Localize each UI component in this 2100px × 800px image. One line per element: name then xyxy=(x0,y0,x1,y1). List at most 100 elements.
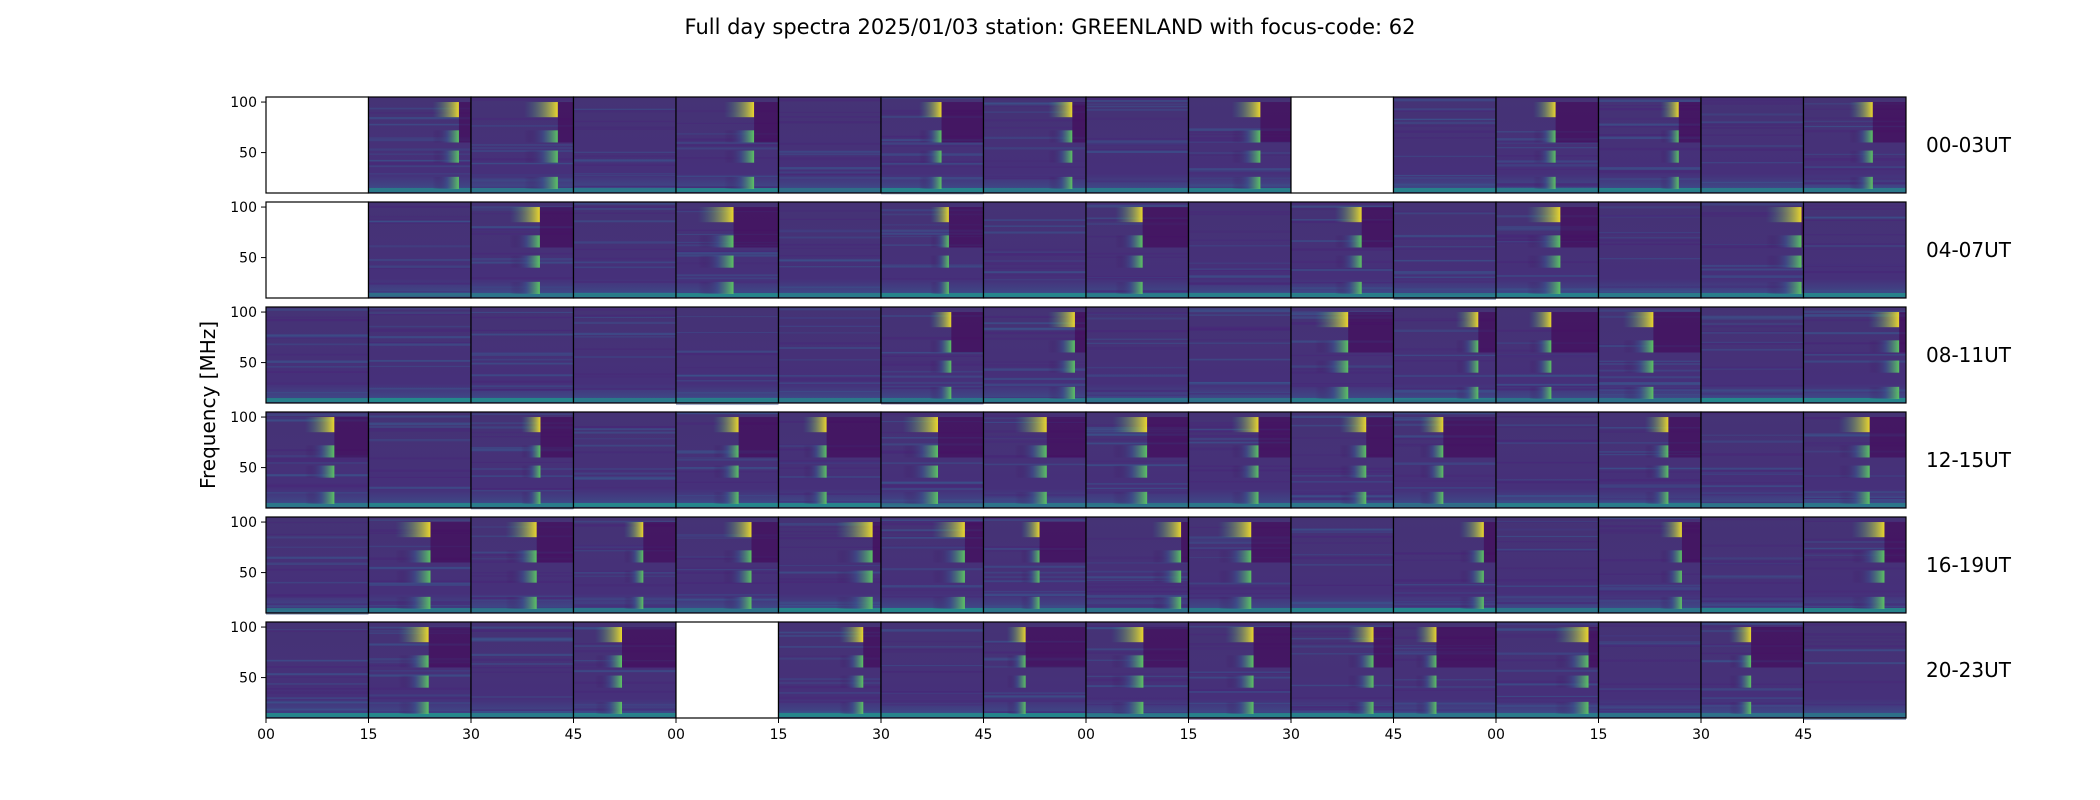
low-frequency-band xyxy=(1598,502,1701,507)
noise-stripe xyxy=(1496,548,1599,551)
burst-band xyxy=(1415,655,1437,668)
noise-stripe xyxy=(471,653,574,656)
noise-stripe xyxy=(1188,168,1291,171)
noise-stripe xyxy=(471,671,574,673)
burst-band xyxy=(835,522,873,538)
noise-stripe xyxy=(778,359,881,361)
noise-stripe xyxy=(1086,97,1189,100)
noise-stripe xyxy=(1086,140,1189,143)
spectrum-panel xyxy=(1802,516,1907,614)
noise-stripe xyxy=(1086,117,1189,121)
panel-background xyxy=(1086,307,1189,403)
noise-stripe xyxy=(1701,268,1804,271)
burst-band xyxy=(1419,417,1444,433)
noise-stripe xyxy=(778,526,881,528)
noise-stripe xyxy=(368,258,471,262)
noise-stripe xyxy=(266,603,369,606)
noise-stripe xyxy=(1598,442,1701,444)
noise-stripe xyxy=(1086,433,1189,436)
noise-stripe xyxy=(1496,354,1599,358)
noise-stripe xyxy=(573,451,676,454)
quiet-region xyxy=(733,207,779,248)
burst-band xyxy=(1225,701,1254,714)
noise-stripe xyxy=(471,117,574,121)
spectra-row xyxy=(265,621,1907,721)
noise-stripe xyxy=(983,711,1086,714)
burst-band xyxy=(803,445,827,458)
noise-stripe xyxy=(676,457,779,459)
noise-stripe xyxy=(471,663,574,665)
low-frequency-band xyxy=(778,292,881,297)
burst-band xyxy=(835,570,873,583)
noise-stripe xyxy=(1188,310,1291,313)
noise-stripe xyxy=(1803,352,1906,355)
noise-stripe xyxy=(1496,500,1599,503)
noise-stripe xyxy=(573,387,676,390)
burst-band xyxy=(1047,312,1075,328)
burst-band xyxy=(1623,360,1654,373)
noise-stripe xyxy=(573,426,676,429)
burst-band xyxy=(1533,102,1556,118)
burst-band xyxy=(1218,522,1252,538)
noise-stripe xyxy=(1393,109,1496,112)
noise-stripe xyxy=(778,150,881,152)
x-tick-label: 30 xyxy=(1282,727,1300,743)
noise-stripe xyxy=(1188,358,1291,361)
noise-stripe xyxy=(778,236,881,239)
noise-stripe xyxy=(1701,622,1804,625)
noise-stripe xyxy=(1086,150,1189,153)
noise-stripe xyxy=(266,318,369,322)
spectrum-panel xyxy=(982,621,1087,719)
noise-stripe xyxy=(471,637,574,640)
noise-stripe xyxy=(1393,212,1496,215)
noise-stripe xyxy=(983,440,1086,443)
burst-band xyxy=(1315,340,1349,353)
noise-stripe xyxy=(471,316,574,319)
noise-stripe xyxy=(1291,553,1394,556)
spectrum-panel xyxy=(1085,96,1190,194)
noise-stripe xyxy=(1803,167,1906,171)
noise-stripe xyxy=(368,328,471,331)
low-frequency-band xyxy=(1803,712,1906,717)
noise-stripe xyxy=(881,443,984,446)
noise-stripe xyxy=(471,489,574,492)
noise-stripe xyxy=(471,389,574,391)
noise-stripe xyxy=(1803,332,1906,335)
spectrum-panel xyxy=(982,306,1087,404)
noise-stripe xyxy=(266,316,369,319)
burst-band xyxy=(1660,130,1679,143)
noise-stripe xyxy=(1598,573,1701,575)
noise-stripe xyxy=(368,282,471,285)
panel-background xyxy=(266,622,369,718)
noise-stripe xyxy=(471,277,574,280)
noise-stripe xyxy=(1598,688,1701,691)
spectrum-panel xyxy=(572,306,677,404)
empty-panel xyxy=(1291,97,1394,193)
burst-band xyxy=(839,655,864,668)
noise-stripe xyxy=(368,325,471,328)
burst-band xyxy=(1048,150,1073,163)
noise-stripe xyxy=(1701,434,1804,436)
burst-band xyxy=(1218,550,1252,563)
burst-band xyxy=(305,491,335,504)
burst-band xyxy=(1315,360,1349,373)
burst-band xyxy=(1415,627,1437,643)
noise-stripe xyxy=(368,670,471,672)
low-frequency-band xyxy=(676,187,779,192)
panel-background xyxy=(1701,97,1804,193)
noise-stripe xyxy=(1086,487,1189,490)
noise-stripe xyxy=(778,158,881,161)
noise-stripe xyxy=(266,459,369,462)
noise-stripe xyxy=(266,673,369,676)
noise-stripe xyxy=(1598,559,1701,562)
noise-stripe xyxy=(573,164,676,166)
low-frequency-band xyxy=(368,397,471,402)
panel-frame xyxy=(1802,516,1907,614)
spectrum-panel xyxy=(880,516,985,614)
noise-stripe xyxy=(881,519,984,522)
noise-stripe xyxy=(1701,605,1804,608)
burst-band xyxy=(1849,176,1873,189)
noise-stripe xyxy=(266,336,369,339)
noise-stripe xyxy=(1188,275,1291,278)
noise-stripe xyxy=(778,342,881,345)
